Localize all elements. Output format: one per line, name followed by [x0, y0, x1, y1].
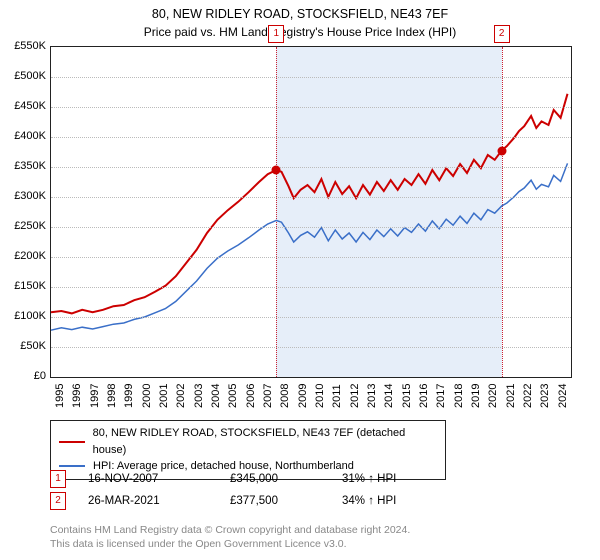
legend-label: 80, NEW RIDLEY ROAD, STOCKSFIELD, NE43 7…	[93, 425, 437, 458]
y-axis-label: £50K	[6, 340, 46, 352]
attribution: Contains HM Land Registry data © Crown c…	[50, 524, 410, 551]
y-axis-label: £500K	[6, 70, 46, 82]
sale-tag-2: 2	[494, 25, 510, 43]
gridline	[51, 167, 571, 168]
x-axis-label: 1997	[89, 384, 101, 408]
x-axis-label: 2002	[175, 384, 187, 408]
table-row: 1 16-NOV-2007 £345,000 31% ↑ HPI	[50, 468, 396, 490]
chart-lines	[51, 47, 571, 377]
y-axis-label: £350K	[6, 160, 46, 172]
y-axis-label: £200K	[6, 250, 46, 262]
gridline	[51, 197, 571, 198]
x-axis-label: 1996	[71, 384, 83, 408]
sale-marker-1	[272, 166, 281, 175]
gridline	[51, 287, 571, 288]
x-axis-label: 2000	[141, 384, 153, 408]
x-axis-label: 2009	[297, 384, 309, 408]
x-axis-label: 2014	[383, 384, 395, 408]
x-axis-label: 2012	[349, 384, 361, 408]
x-axis-label: 2006	[245, 384, 257, 408]
x-axis-label: 2005	[227, 384, 239, 408]
x-axis-label: 2022	[522, 384, 534, 408]
legend-row: 80, NEW RIDLEY ROAD, STOCKSFIELD, NE43 7…	[59, 425, 437, 458]
x-axis-label: 2010	[314, 384, 326, 408]
x-axis-label: 2001	[158, 384, 170, 408]
page-title: 80, NEW RIDLEY ROAD, STOCKSFIELD, NE43 7…	[0, 0, 600, 23]
x-axis-label: 2004	[210, 384, 222, 408]
gridline	[51, 227, 571, 228]
gridline	[51, 347, 571, 348]
x-axis-label: 2011	[331, 384, 343, 408]
x-axis-label: 1999	[123, 384, 135, 408]
x-axis-label: 2013	[366, 384, 378, 408]
gridline	[51, 107, 571, 108]
sale-marker-2	[497, 146, 506, 155]
sale-tag-1: 1	[268, 25, 284, 43]
gridline	[51, 137, 571, 138]
y-axis-label: £250K	[6, 220, 46, 232]
sale-change: 31% ↑ HPI	[342, 473, 396, 485]
x-axis-label: 2017	[435, 384, 447, 408]
x-axis-label: 2024	[557, 384, 569, 408]
x-axis-label: 1995	[54, 384, 66, 408]
y-axis-label: £150K	[6, 280, 46, 292]
x-axis-label: 2023	[539, 384, 551, 408]
sales-table: 1 16-NOV-2007 £345,000 31% ↑ HPI 2 26-MAR-202…	[50, 468, 396, 512]
sale-change: 34% ↑ HPI	[342, 495, 396, 507]
y-axis-label: £450K	[6, 100, 46, 112]
x-axis-label: 2018	[453, 384, 465, 408]
gridline	[51, 257, 571, 258]
x-axis-label: 2020	[487, 384, 499, 408]
x-axis-label: 2016	[418, 384, 430, 408]
y-axis-label: £300K	[6, 190, 46, 202]
x-axis-label: 1998	[106, 384, 118, 408]
sale-price: £377,500	[230, 495, 320, 507]
sale-date: 16-NOV-2007	[88, 473, 208, 485]
sale-price: £345,000	[230, 473, 320, 485]
x-axis-label: 2021	[505, 384, 517, 408]
series-hpi	[51, 163, 568, 330]
sale-date: 26-MAR-2021	[88, 495, 208, 507]
table-row: 2 26-MAR-2021 £377,500 34% ↑ HPI	[50, 490, 396, 512]
row-tag: 2	[50, 492, 66, 510]
chart: 12	[50, 46, 572, 378]
page-subtitle: Price paid vs. HM Land Registry's House …	[0, 23, 600, 39]
x-axis-label: 2015	[401, 384, 413, 408]
x-axis-label: 2007	[262, 384, 274, 408]
x-axis-label: 2003	[193, 384, 205, 408]
attribution-l2: This data is licensed under the Open Gov…	[50, 538, 410, 552]
series-subject	[51, 94, 568, 314]
y-axis-label: £100K	[6, 310, 46, 322]
x-axis-label: 2008	[279, 384, 291, 408]
y-axis-label: £400K	[6, 130, 46, 142]
legend-swatch	[59, 465, 85, 467]
attribution-l1: Contains HM Land Registry data © Crown c…	[50, 524, 410, 538]
legend-swatch	[59, 441, 85, 443]
x-axis-label: 2019	[470, 384, 482, 408]
gridline	[51, 77, 571, 78]
gridline	[51, 317, 571, 318]
y-axis-label: £0	[6, 370, 46, 382]
row-tag: 1	[50, 470, 66, 488]
y-axis-label: £550K	[6, 40, 46, 52]
